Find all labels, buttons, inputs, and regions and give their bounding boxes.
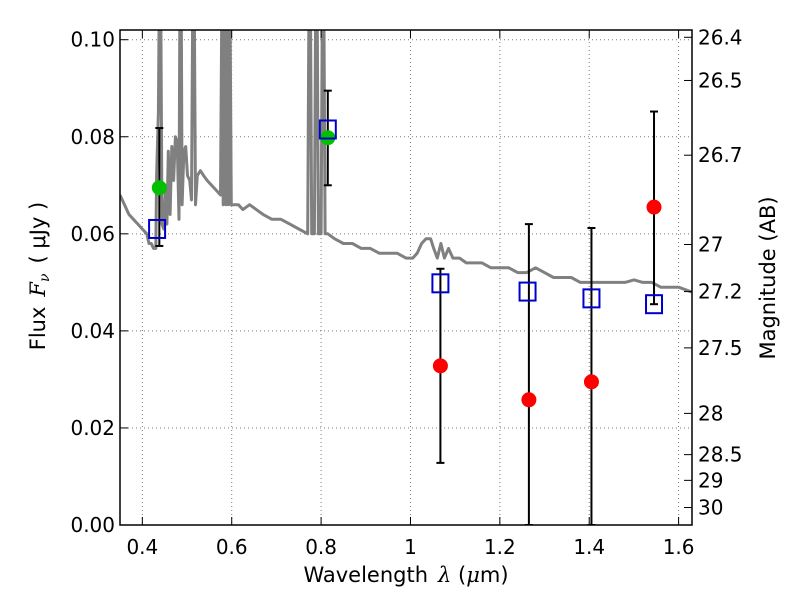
y-axis-title: Flux Fν ( μJy ) <box>26 202 53 350</box>
magnitude-tick-label: 27.2 <box>698 280 743 304</box>
x-tick-label: 0.4 <box>126 535 158 559</box>
model-spectrum-line <box>120 30 692 294</box>
magnitude-tick-label: 28.5 <box>698 443 743 467</box>
x-axis-title-unit-rest: m) <box>480 563 509 587</box>
x-axis-title-unit-mu: μ <box>466 563 480 587</box>
model-band-square <box>318 119 337 140</box>
x-axis-title-symbol: λ <box>437 563 451 587</box>
y-tick-label: 0.04 <box>70 319 115 343</box>
plot-frame <box>119 29 693 526</box>
magnitude-tick-label: 26.7 <box>698 143 743 167</box>
y-axis-title-subscript: ν <box>37 273 53 282</box>
x-axis-title-text: Wavelength <box>303 563 428 587</box>
magnitude-tick-label: 26.4 <box>698 25 743 49</box>
model-band-square <box>645 294 664 315</box>
model-band-square <box>582 288 601 309</box>
nondetection-point <box>521 392 537 408</box>
magnitude-tick-label: 27 <box>698 233 723 257</box>
x-axis-title-unit-open: ( <box>451 563 466 587</box>
x-tick-label: 1.2 <box>484 535 516 559</box>
magnitude-axis-title: Magnitude (AB) <box>756 196 780 359</box>
x-axis-title: Wavelength λ (μm) <box>303 563 508 587</box>
y-axis-title-text: Flux <box>26 307 50 351</box>
x-tick-label: 1.6 <box>663 535 695 559</box>
model-band-square <box>431 273 450 294</box>
magnitude-axis-ticks: 26.4 26.5 26.7 27 27.2 27.5 28 28.529 30 <box>684 25 743 520</box>
y-tick-label: 0.06 <box>70 222 115 246</box>
y-tick-label: 0.02 <box>70 416 115 440</box>
y-tick-label: 0.10 <box>70 28 115 52</box>
x-axis-ticks: 0.4 0.6 0.8 1 1.2 1.4 1.6 <box>126 30 695 559</box>
y-tick-label: 0.00 <box>70 513 115 537</box>
magnitude-tick-label: 26.5 <box>698 68 743 92</box>
plot-area <box>119 29 693 526</box>
model-band-square <box>148 218 167 239</box>
x-tick-label: 0.8 <box>305 535 337 559</box>
y-axis-ticks: 0.00 0.02 0.04 0.06 0.08 0.10 <box>70 28 128 537</box>
y-tick-label: 0.08 <box>70 125 115 149</box>
error-bar <box>524 223 533 525</box>
detection-point <box>151 180 167 196</box>
magnitude-tick-label: 27.5 <box>698 336 743 360</box>
x-tick-label: 1.4 <box>573 535 605 559</box>
nondetection-point <box>432 358 448 374</box>
model-band-square <box>518 281 537 302</box>
x-tick-label: 1 <box>404 535 417 559</box>
y-axis-title-unit: ( μJy ) <box>26 202 50 264</box>
x-tick-label: 0.6 <box>216 535 248 559</box>
nondetection-point <box>646 199 662 215</box>
magnitude-tick-label: 30 <box>698 496 723 520</box>
magnitude-tick-label: 28 <box>698 401 723 425</box>
magnitude-tick-label: 29 <box>698 468 723 492</box>
nondetection-point <box>583 374 599 390</box>
y-axis-title-symbol: F <box>26 281 50 298</box>
plot-marks <box>120 30 692 525</box>
